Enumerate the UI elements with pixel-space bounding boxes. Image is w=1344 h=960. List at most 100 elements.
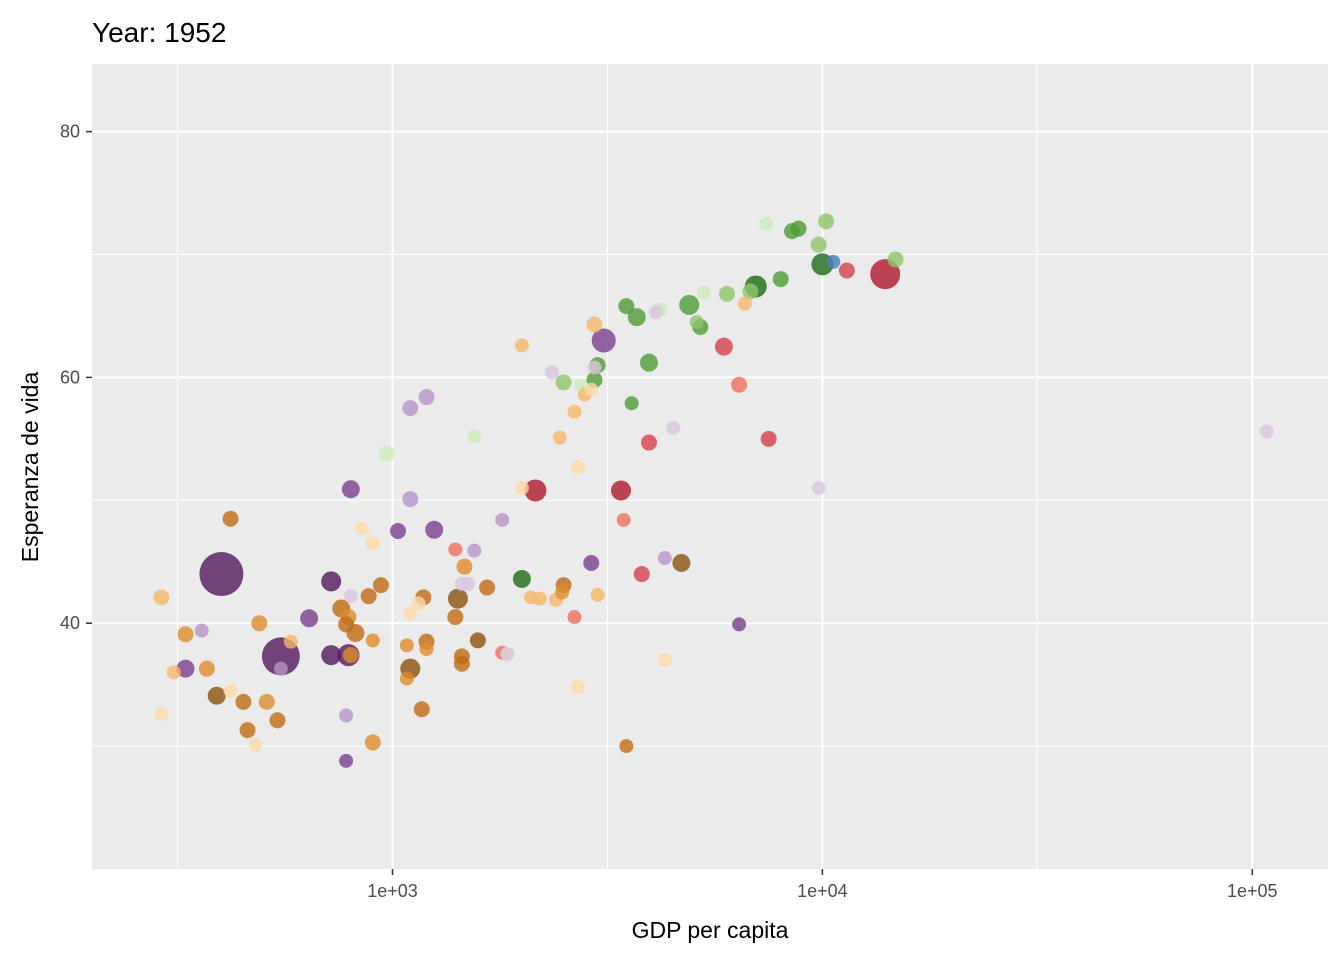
- data-point: [343, 589, 358, 604]
- data-point: [194, 623, 209, 638]
- data-point: [732, 617, 747, 632]
- data-point: [338, 616, 355, 633]
- data-point: [273, 661, 288, 676]
- data-point: [640, 434, 657, 451]
- data-point: [584, 382, 599, 397]
- data-point: [390, 523, 407, 540]
- data-point: [198, 660, 215, 677]
- data-point: [176, 659, 195, 678]
- y-tick-label: 40: [60, 613, 80, 633]
- y-tick-label: 60: [60, 367, 80, 387]
- y-tick-label: 80: [60, 122, 80, 142]
- data-point: [248, 737, 263, 752]
- chart-title: Year: 1952: [92, 17, 226, 48]
- y-axis: 40 60 80: [60, 122, 92, 633]
- data-point: [339, 708, 354, 723]
- data-point: [1259, 424, 1274, 439]
- data-point: [633, 566, 650, 583]
- data-point: [672, 553, 691, 572]
- data-point: [269, 712, 286, 729]
- data-point: [696, 285, 711, 300]
- data-point: [567, 404, 582, 419]
- x-axis-title: GDP per capita: [632, 917, 789, 943]
- data-point: [411, 596, 426, 611]
- data-point: [402, 400, 419, 417]
- x-tick-label: 1e+05: [1227, 881, 1278, 901]
- data-point: [731, 376, 748, 393]
- data-point: [402, 491, 419, 508]
- data-point: [166, 665, 181, 680]
- data-point: [679, 294, 700, 315]
- minor-gridlines: [92, 64, 1328, 869]
- data-point: [570, 460, 585, 475]
- data-point: [818, 213, 835, 230]
- data-point: [342, 647, 359, 664]
- data-point: [719, 285, 736, 302]
- data-point: [524, 590, 539, 605]
- data-point: [552, 430, 567, 445]
- data-point: [399, 638, 414, 653]
- data-points: [153, 213, 1274, 768]
- data-point: [689, 315, 704, 330]
- data-point: [666, 420, 681, 435]
- data-point: [555, 585, 570, 600]
- data-point: [742, 283, 759, 300]
- data-point: [657, 551, 672, 566]
- data-point: [586, 316, 603, 333]
- data-point: [887, 251, 904, 268]
- data-point: [177, 626, 194, 643]
- data-point: [624, 396, 639, 411]
- data-point: [364, 734, 381, 751]
- data-point: [570, 680, 585, 695]
- x-tick-label: 1e+03: [367, 881, 418, 901]
- data-point: [479, 579, 496, 596]
- data-point: [341, 480, 360, 499]
- y-axis-title: Esperanza de vida: [17, 372, 43, 563]
- data-point: [418, 389, 435, 406]
- data-point: [469, 632, 486, 649]
- major-gridlines: [92, 64, 1328, 869]
- data-point: [153, 589, 170, 606]
- data-point: [591, 328, 616, 353]
- data-point: [495, 512, 510, 527]
- data-point: [639, 353, 658, 372]
- data-point: [467, 429, 482, 444]
- data-point: [760, 430, 777, 447]
- data-point: [199, 552, 244, 597]
- data-point: [811, 481, 826, 496]
- data-point: [403, 606, 418, 621]
- data-point: [826, 254, 841, 269]
- data-point: [378, 445, 395, 462]
- data-point: [239, 722, 256, 739]
- data-point: [283, 634, 298, 649]
- data-point: [321, 645, 342, 666]
- data-point: [453, 655, 470, 672]
- x-tick-label: 1e+04: [797, 881, 848, 901]
- data-point: [360, 588, 377, 605]
- data-point: [300, 609, 319, 628]
- data-point: [619, 739, 634, 754]
- data-point: [500, 646, 515, 661]
- data-point: [372, 577, 389, 594]
- data-point: [618, 298, 635, 315]
- data-point: [772, 271, 789, 288]
- data-point: [610, 480, 631, 501]
- data-point: [567, 610, 582, 625]
- data-point: [339, 753, 354, 768]
- data-point: [545, 365, 560, 380]
- data-point: [321, 571, 342, 592]
- data-point: [447, 588, 468, 609]
- data-point: [448, 542, 463, 557]
- data-point: [355, 521, 370, 536]
- data-point: [648, 305, 663, 320]
- data-point: [222, 510, 239, 527]
- data-point: [583, 554, 600, 571]
- data-point: [587, 360, 602, 375]
- data-point: [365, 633, 380, 648]
- x-axis: 1e+03 1e+04 1e+05: [367, 869, 1278, 901]
- data-point: [365, 536, 380, 551]
- data-point: [737, 296, 752, 311]
- data-point: [838, 262, 855, 279]
- data-point: [413, 701, 430, 718]
- data-point: [627, 308, 646, 327]
